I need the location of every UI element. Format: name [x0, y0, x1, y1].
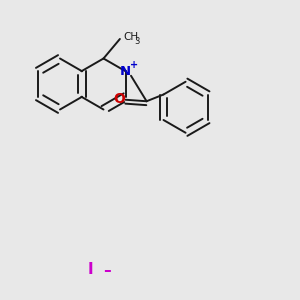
Text: N: N — [120, 65, 131, 78]
Text: 3: 3 — [134, 37, 140, 46]
Text: I: I — [87, 262, 93, 278]
Text: CH: CH — [123, 32, 138, 43]
Text: –: – — [103, 262, 110, 278]
Text: +: + — [130, 60, 138, 70]
Text: O: O — [113, 92, 125, 106]
